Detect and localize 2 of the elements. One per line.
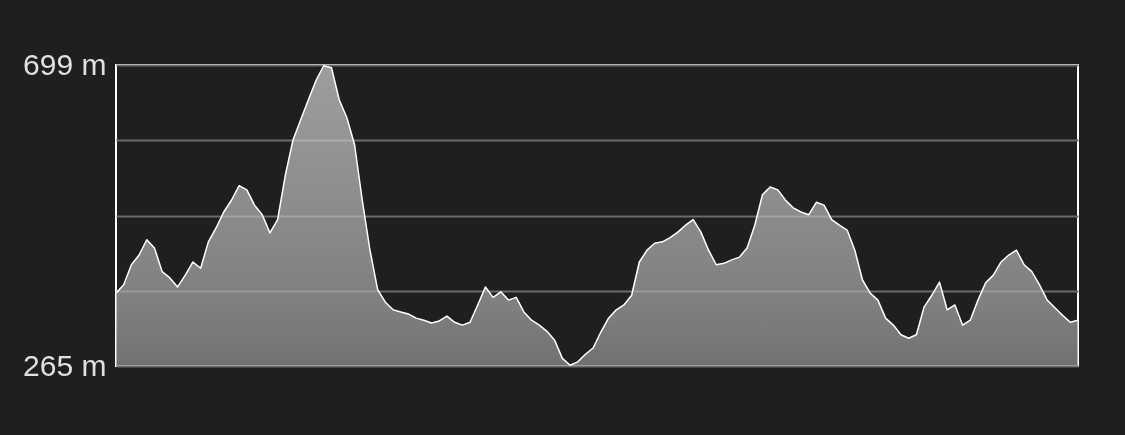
y-tick-label: 265 m: [23, 348, 107, 382]
y-tick-label: 699 m: [23, 47, 107, 81]
